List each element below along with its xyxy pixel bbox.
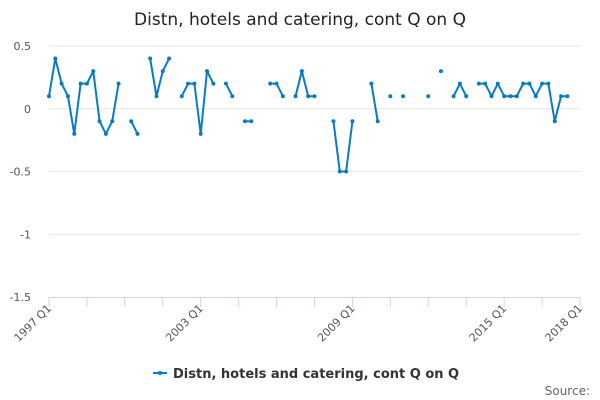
series-segment	[48, 57, 120, 135]
data-point[interactable]	[78, 81, 83, 86]
data-point[interactable]	[533, 94, 538, 99]
gridlines	[49, 45, 580, 235]
data-point[interactable]	[160, 69, 165, 74]
data-point[interactable]	[110, 119, 115, 124]
data-point[interactable]	[148, 56, 153, 61]
x-tick-label: 2015 Q1	[467, 302, 510, 345]
series-segment	[180, 70, 215, 135]
data-point[interactable]	[154, 94, 159, 99]
y-axis: 0.5 0 -0.5 -1 -1.5	[10, 40, 31, 304]
data-point[interactable]	[103, 131, 108, 136]
x-axis: 1997 Q1 2003 Q1 2009 Q1 2015 Q1 2018 Q1	[12, 297, 586, 345]
x-tick-label: 2009 Q1	[315, 302, 358, 345]
data-point[interactable]	[65, 94, 70, 99]
data-point[interactable]	[97, 119, 102, 124]
series-segment	[332, 121, 354, 173]
data-point[interactable]	[299, 69, 304, 74]
data-point[interactable]	[91, 69, 96, 74]
y-tick-label: 0	[24, 103, 31, 116]
data-point[interactable]	[476, 81, 481, 86]
data-point[interactable]	[116, 81, 121, 86]
data-point[interactable]	[375, 119, 380, 124]
source-label: Source:	[545, 384, 590, 398]
data-point[interactable]	[565, 94, 570, 99]
data-point[interactable]	[337, 169, 342, 174]
series-segment	[478, 82, 568, 123]
series-segment	[225, 83, 234, 97]
data-point[interactable]	[135, 131, 140, 136]
data-point[interactable]	[489, 94, 494, 99]
x-tick-label: 2018 Q1	[543, 302, 586, 345]
data-point[interactable]	[451, 94, 456, 99]
data-point[interactable]	[521, 81, 526, 86]
data-point[interactable]	[72, 131, 77, 136]
data-point[interactable]	[401, 94, 405, 99]
x-tick-label: 2003 Q1	[163, 302, 206, 345]
data-point[interactable]	[230, 94, 235, 99]
data-point[interactable]	[483, 81, 488, 86]
data-point[interactable]	[84, 81, 89, 86]
data-point[interactable]	[205, 69, 210, 74]
data-point[interactable]	[527, 81, 532, 86]
y-tick-label: -1	[20, 228, 31, 241]
data-point[interactable]	[350, 119, 355, 124]
data-point[interactable]	[167, 56, 172, 61]
data-point[interactable]	[274, 81, 279, 86]
data-point[interactable]	[438, 69, 443, 74]
data-point[interactable]	[552, 119, 557, 124]
y-tick-label: 0.5	[14, 40, 32, 53]
data-point[interactable]	[495, 81, 500, 86]
data-point[interactable]	[280, 94, 285, 99]
y-tick-label: -0.5	[10, 166, 31, 179]
data-point[interactable]	[559, 94, 564, 99]
series-segment	[130, 120, 139, 135]
data-point[interactable]	[249, 119, 254, 124]
legend[interactable]: Distn, hotels and catering, cont Q on Q	[153, 367, 459, 382]
data-point[interactable]	[464, 94, 469, 99]
data-point[interactable]	[224, 81, 228, 86]
data-point[interactable]	[540, 81, 545, 86]
data-point[interactable]	[514, 94, 519, 99]
series-line	[47, 56, 570, 174]
series-segment	[149, 58, 171, 98]
data-point[interactable]	[426, 94, 431, 99]
data-point[interactable]	[312, 94, 317, 99]
data-point[interactable]	[369, 81, 374, 86]
data-point[interactable]	[388, 94, 393, 99]
x-tick-label: 1997 Q1	[12, 302, 55, 345]
series-segment	[370, 83, 379, 122]
series-segment	[294, 70, 315, 98]
data-point[interactable]	[268, 81, 273, 86]
data-point[interactable]	[502, 94, 507, 99]
data-point[interactable]	[53, 56, 58, 61]
data-point[interactable]	[198, 131, 203, 136]
y-tick-label: -1.5	[10, 291, 31, 304]
data-point[interactable]	[186, 81, 191, 86]
data-point[interactable]	[344, 169, 349, 174]
legend-label: Distn, hotels and catering, cont Q on Q	[173, 367, 459, 382]
data-point[interactable]	[59, 81, 64, 86]
data-point[interactable]	[508, 94, 513, 99]
data-point[interactable]	[47, 94, 51, 99]
data-point[interactable]	[192, 81, 197, 86]
data-point[interactable]	[129, 119, 134, 124]
data-point[interactable]	[457, 81, 462, 86]
data-point[interactable]	[211, 81, 216, 86]
data-point[interactable]	[293, 94, 298, 99]
data-point[interactable]	[242, 119, 247, 124]
chart-title: Distn, hotels and catering, cont Q on Q	[134, 10, 466, 30]
data-point[interactable]	[331, 119, 336, 124]
data-point[interactable]	[179, 94, 184, 99]
data-point[interactable]	[306, 94, 311, 99]
data-point[interactable]	[546, 81, 551, 86]
legend-marker-icon	[158, 371, 162, 375]
